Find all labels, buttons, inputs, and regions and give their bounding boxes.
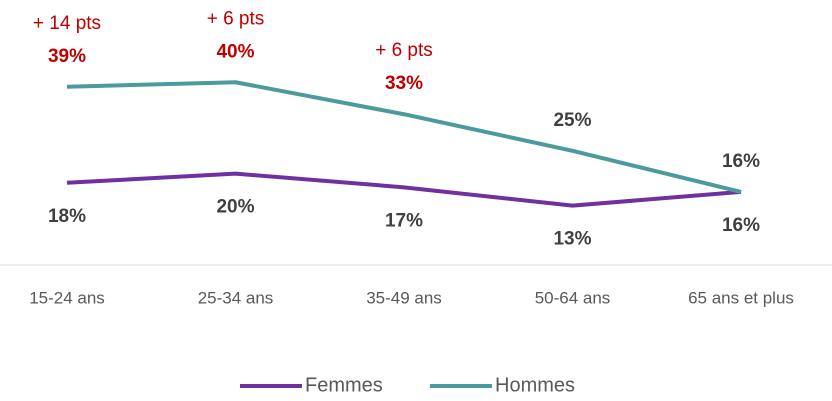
annotation: + 14 pts [33,13,101,34]
data-label: 25% [553,110,591,131]
legend-label: Hommes [495,374,575,396]
legend-label: Femmes [305,374,383,396]
x-tick-label: 35-49 ans [366,288,442,307]
x-tick-label: 15-24 ans [29,288,105,307]
data-label: 18% [48,206,86,227]
data-label: 13% [553,229,591,250]
annotation: + 6 pts [207,8,265,29]
data-label: 17% [385,210,423,231]
annotation: + 6 pts [375,40,433,61]
data-label: 16% [722,151,760,172]
data-label: 40% [216,41,254,62]
x-tick-label: 65 ans et plus [688,288,794,307]
line-series [66,80,742,194]
data-label: 39% [48,46,86,67]
data-label: 16% [722,215,760,236]
x-tick-label: 50-64 ans [535,288,611,307]
line-series [66,171,742,208]
x-tick-label: 25-34 ans [198,288,274,307]
data-label: 33% [385,73,423,94]
data-label: 20% [216,197,254,218]
